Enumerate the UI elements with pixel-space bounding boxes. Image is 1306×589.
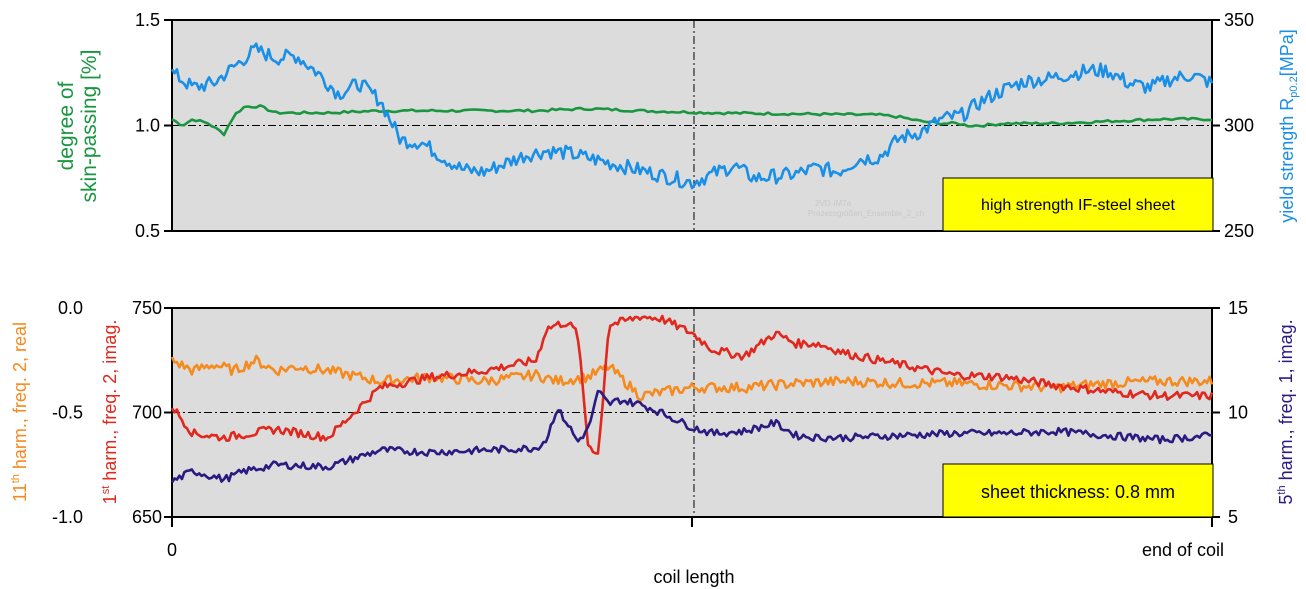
tick-label: 5 xyxy=(1228,507,1238,527)
x-axis: 0 end of coil xyxy=(167,517,1224,560)
bottom-panel: sheet thickness: 0.8 mm 0.0-0.5-1.0 7507… xyxy=(10,298,1296,587)
bottom-left-outer-axis-label-sup: th xyxy=(10,474,22,483)
tick-label: 1.5 xyxy=(135,10,160,30)
series-line-harm1_imag xyxy=(170,314,1214,455)
series-line-harm5_imag xyxy=(170,389,1213,484)
tick-label: 350 xyxy=(1224,10,1254,30)
tick-label: 250 xyxy=(1224,221,1254,241)
tick-label: 650 xyxy=(132,507,162,527)
bottom-left-outer-axis: 0.0 -0.5 -1.0 xyxy=(52,298,172,527)
top-info-box xyxy=(942,177,1214,232)
top-info-box-label: high strength IF-steel sheet xyxy=(981,197,1175,214)
tick-label: 0.5 xyxy=(135,221,160,241)
top-right-axis: 250 300 350 xyxy=(1212,10,1254,241)
top-left-axis-label-line-1: degree of xyxy=(55,81,78,170)
bottom-left-inner-axis-label: 1st harm., freq. 2, imag. xyxy=(100,320,120,505)
x-tick-label: 0 xyxy=(167,540,177,560)
top-right-axis-label-unit: [MPa] xyxy=(1277,29,1297,76)
bottom-right-axis-label-rest: harm., freq. 1, imag. xyxy=(1276,319,1296,485)
top-watermark-line-2: Prozessgrößen_Ensemble_2_ch xyxy=(808,209,924,218)
bottom-left-outer-axis-label: 11th harm., freq. 2, real xyxy=(10,322,30,502)
bottom-left-inner-axis-label-rest: harm., freq. 2, imag. xyxy=(100,320,120,486)
tick-label: 0.0 xyxy=(58,298,83,318)
top-right-axis-label-main: yield strength R xyxy=(1277,98,1297,223)
bottom-right-axis-label: 5th harm., freq. 1, imag. xyxy=(1276,319,1296,504)
tick-label: 700 xyxy=(132,403,162,423)
bottom-left-inner-axis-label-num: 1 xyxy=(100,494,120,504)
top-series-group xyxy=(170,42,1214,190)
bottom-right-axis-label-num: 5 xyxy=(1276,495,1296,505)
top-right-axis-label-sub: p0.2 xyxy=(1288,76,1300,97)
tick-label: 750 xyxy=(132,298,162,318)
series-line-yield_strength xyxy=(170,42,1214,190)
top-watermark-line-1: 2VD-IM7a xyxy=(815,199,852,208)
tick-label: -1.0 xyxy=(52,507,83,527)
bottom-series-group xyxy=(170,314,1214,484)
tick-label: 300 xyxy=(1224,116,1254,136)
bottom-info-box-label: sheet thickness: 0.8 mm xyxy=(981,482,1175,502)
bottom-right-axis: 15 10 5 xyxy=(1212,298,1248,527)
bottom-info-box xyxy=(942,463,1214,518)
tick-label: 15 xyxy=(1228,298,1248,318)
x-tick-label: end of coil xyxy=(1142,540,1224,560)
tick-label: 10 xyxy=(1228,403,1248,423)
top-panel: 2VD-IM7a Prozessgrößen_Ensemble_2_ch hig… xyxy=(55,10,1300,241)
bottom-left-outer-axis-label-num: 11 xyxy=(10,483,30,502)
series-line-skin_passing xyxy=(171,104,1213,137)
top-left-axis-label-line-2: skin-passing [%] xyxy=(78,50,101,203)
bottom-right-axis-label-sup: th xyxy=(1276,485,1288,494)
top-right-axis-label: yield strength Rp0.2[MPa] xyxy=(1277,29,1300,223)
bottom-left-inner-axis: 750 700 650 xyxy=(132,298,172,527)
bottom-left-outer-axis-label-rest: harm., freq. 2, real xyxy=(10,322,30,474)
bottom-left-inner-axis-label-sup: st xyxy=(100,486,112,495)
x-axis-label: coil length xyxy=(653,567,734,587)
tick-label: 1.0 xyxy=(135,116,160,136)
tick-label: -0.5 xyxy=(52,403,83,423)
top-left-axis: 0.5 1.0 1.5 xyxy=(135,10,172,241)
